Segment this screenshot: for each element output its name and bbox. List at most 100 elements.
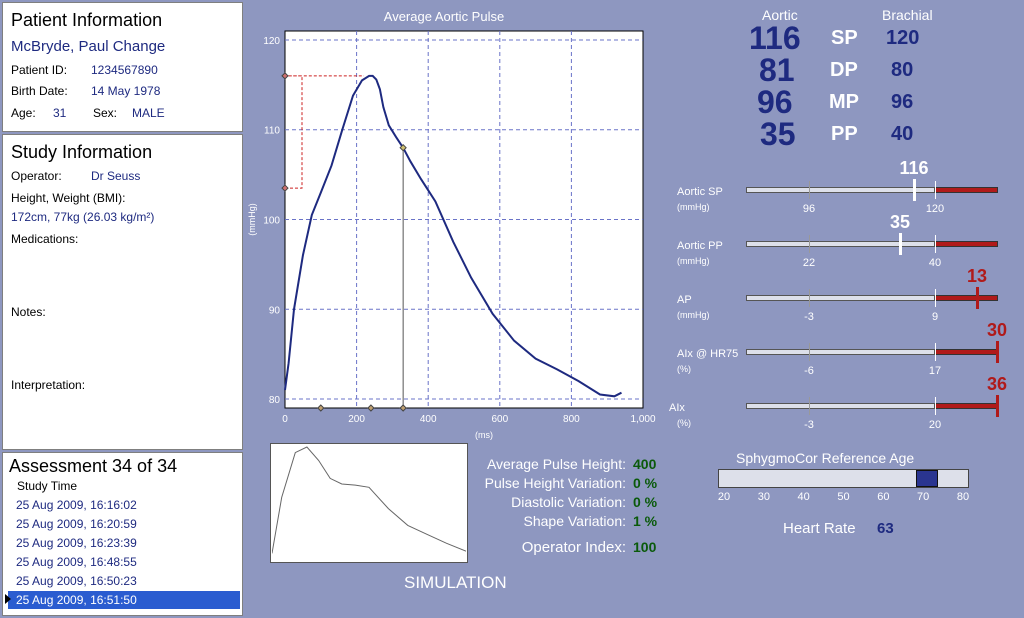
y-tick-label: 110 — [264, 126, 280, 137]
x-axis-marker — [367, 404, 375, 412]
reference-age-tick: 80 — [956, 491, 970, 503]
ref-bar-normal-range — [746, 403, 935, 409]
ref-bar-low-value: -3 — [804, 311, 814, 323]
aortic-mp-value: 96 — [757, 84, 793, 120]
operator-index-value: 100 — [633, 539, 657, 555]
study-time-row-selected[interactable]: 25 Aug 2009, 16:51:50 — [8, 591, 240, 609]
sex-value: MALE — [132, 106, 165, 120]
waveform-preview — [272, 446, 466, 554]
quality-value: 0 % — [633, 494, 658, 510]
aortic-dp-value: 81 — [759, 52, 795, 88]
study-time-row[interactable]: 25 Aug 2009, 16:20:59 — [16, 517, 137, 531]
ref-bar-low-value: 22 — [802, 257, 816, 269]
ref-bar-value-marker — [995, 395, 999, 417]
reference-age-tick: 40 — [797, 491, 810, 503]
study-info-title: Study Information — [11, 142, 153, 162]
ref-bar-value: 35 — [889, 212, 911, 232]
study-info-panel: Study Information Operator: Dr Seuss Hei… — [2, 134, 243, 450]
simulation-label: SIMULATION — [404, 573, 507, 592]
ref-bar-unit: (%) — [677, 418, 691, 428]
x-tick-label: 800 — [563, 414, 580, 425]
quality-label: Shape Variation: — [523, 513, 626, 529]
ref-bar-label: AP — [677, 294, 692, 306]
aortic-pp-value: 35 — [760, 116, 796, 152]
ref-bar-high-range — [935, 187, 998, 193]
ref-bar-unit: (mmHg) — [677, 202, 710, 212]
x-tick-label: 200 — [348, 414, 365, 425]
ref-bar-label: Aortic PP — [677, 240, 723, 252]
inflection-marker — [399, 143, 407, 152]
ref-bar-value: 116 — [899, 158, 929, 178]
ref-bar-tick — [809, 397, 810, 415]
y-tick-label: 100 — [263, 216, 280, 227]
sex-label: Sex: — [93, 106, 118, 120]
patient-info-panel: Patient Information McBryde, Paul Change… — [2, 2, 243, 132]
ref-bar-high-value: 20 — [928, 419, 942, 431]
reference-age-tick: 20 — [717, 491, 731, 503]
x-tick-label: 1,000 — [630, 414, 655, 425]
start-marker — [281, 184, 289, 192]
ref-bar-tick — [809, 343, 810, 361]
reference-age-tick: 70 — [917, 491, 930, 503]
notes-label: Notes: — [11, 305, 46, 319]
reference-age-track — [718, 469, 969, 488]
study-time-header: Study Time — [17, 479, 78, 493]
brachial-pp-value: 40 — [891, 123, 914, 145]
ref-bar-low-value: -3 — [804, 419, 814, 431]
ref-bar-label: AIx — [669, 402, 685, 414]
interpretation-label: Interpretation: — [11, 378, 86, 392]
study-time-row[interactable]: 25 Aug 2009, 16:48:55 — [16, 555, 137, 569]
quality-label: Diastolic Variation: — [511, 494, 626, 510]
quality-label: Pulse Height Variation: — [484, 475, 626, 491]
x-axis-label: (ms) — [475, 430, 493, 440]
selected-row-pointer-icon — [5, 594, 11, 604]
birth-date-label: Birth Date: — [11, 84, 68, 98]
operator-label: Operator: — [11, 169, 62, 183]
mp-label: MP — [829, 91, 859, 113]
ref-bar-label: AIx @ HR75 — [677, 348, 739, 360]
birth-date: 14 May 1978 — [91, 84, 161, 98]
ref-bar-normal-range — [746, 349, 935, 355]
brachial-dp-value: 80 — [891, 59, 914, 81]
ref-bar-value: 36 — [986, 374, 1008, 394]
brachial-sp-value: 120 — [886, 27, 920, 49]
patient-id-label: Patient ID: — [11, 63, 68, 77]
reference-age-marker — [916, 470, 939, 487]
ref-bar-tick — [809, 289, 810, 307]
ref-bar-high-value: 120 — [925, 203, 945, 215]
y-tick-label: 90 — [269, 305, 281, 316]
height-weight-value: 172cm, 77kg (26.03 kg/m²) — [11, 210, 155, 224]
ref-bar-unit: (mmHg) — [677, 310, 710, 320]
study-time-row[interactable]: 25 Aug 2009, 16:50:23 — [16, 574, 137, 588]
ref-bar-value-marker — [995, 341, 999, 363]
ref-bar-normal-range — [746, 241, 935, 247]
ref-bar-low-value: 96 — [802, 203, 816, 215]
peak-marker — [281, 72, 289, 80]
ref-bar-tick — [809, 181, 810, 199]
preview-curve — [272, 446, 466, 554]
study-time-row[interactable]: 25 Aug 2009, 16:23:39 — [16, 536, 137, 550]
patient-name: McBryde, Paul Change — [11, 38, 166, 55]
patient-info-title: Patient Information — [11, 10, 163, 30]
ref-bar-tick — [935, 289, 936, 307]
medications-label: Medications: — [11, 232, 79, 246]
quality-label: Average Pulse Height: — [486, 456, 626, 472]
ref-bar-tick — [809, 235, 810, 253]
patient-id: 1234567890 — [91, 63, 158, 77]
quality-value: 1 % — [633, 513, 658, 529]
ref-bar-value-marker — [975, 287, 979, 309]
ref-bar-high-range — [935, 295, 998, 301]
study-time-row[interactable]: 25 Aug 2009, 16:16:02 — [16, 498, 137, 512]
ref-bar-tick — [935, 343, 936, 361]
ref-bar-high-range — [935, 241, 998, 247]
quality-value: 0 % — [633, 475, 658, 491]
x-axis-marker — [317, 404, 325, 412]
quality-value: 400 — [633, 456, 657, 472]
x-axis-marker — [399, 404, 407, 412]
ref-bar-normal-range — [746, 295, 935, 301]
ref-bar-normal-range — [746, 187, 935, 193]
heart-rate-label: Heart Rate — [783, 520, 856, 537]
height-weight-label: Height, Weight (BMI): — [11, 191, 126, 205]
ref-bar-tick — [935, 181, 936, 199]
sp-label: SP — [831, 27, 858, 49]
